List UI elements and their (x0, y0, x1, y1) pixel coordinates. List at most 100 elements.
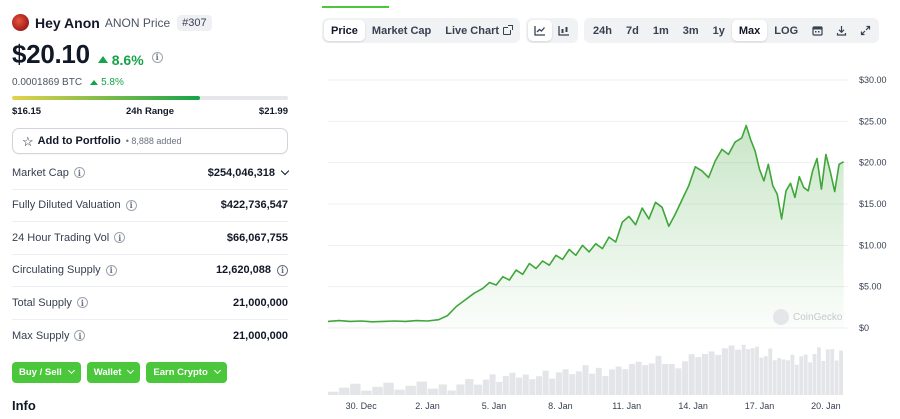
x-tick-label: 30. Dec (346, 401, 378, 411)
y-tick-label: $30.00 (859, 75, 887, 85)
chevron-down-icon (67, 366, 75, 375)
volume-bar (569, 374, 576, 395)
tab-market-cap[interactable]: Market Cap (371, 24, 432, 37)
price-area (328, 125, 844, 328)
calendar-button[interactable] (805, 20, 829, 41)
volume-bar (655, 355, 662, 395)
info-icon[interactable]: i (151, 51, 163, 63)
time-range-group: 24h 7d 1m 3m 1y Max LOG (584, 18, 880, 43)
volume-bar (839, 350, 843, 395)
volume-bar (562, 369, 569, 395)
volume-bar (790, 354, 795, 395)
range-label: 24h Range (125, 106, 175, 117)
range-7d[interactable]: 7d (625, 24, 639, 37)
volume-bar (339, 387, 350, 395)
price-chart[interactable]: $30.00 $25.00 $20.00 $15.00 $10.00 $5.00 $0 Coi… (306, 48, 900, 419)
volume-bar (509, 372, 516, 395)
chevron-down-icon[interactable] (280, 166, 290, 175)
range-1y[interactable]: 1y (712, 24, 725, 37)
star-icon: ☆ (22, 133, 34, 149)
volume-bar (416, 381, 427, 395)
info-icon[interactable]: i (125, 199, 137, 211)
volume-bar (721, 348, 728, 395)
portfolio-label: Add to Portfolio (37, 135, 121, 147)
chart-tab-group: Price Market Cap Live Chart (322, 18, 521, 43)
coin-info-panel: Hey Anon ANON Price #307 $20.10 8.6% i 0… (0, 0, 300, 419)
range-max[interactable]: Max (731, 20, 768, 41)
info-icon[interactable]: i (73, 167, 85, 179)
price-change: 8.6% (97, 52, 144, 68)
volume-bar (759, 357, 764, 395)
candlestick-chart-button[interactable] (552, 20, 576, 41)
volume-bar (609, 369, 616, 395)
range-1m[interactable]: 1m (652, 24, 669, 37)
info-icon[interactable]: i (277, 264, 288, 276)
up-arrow-icon (97, 56, 108, 63)
tab-price[interactable]: Price (324, 20, 365, 41)
stat-value: 21,000,000 (233, 330, 288, 342)
volume-bar (427, 388, 439, 395)
volume-bar (372, 386, 383, 395)
stat-row: 24 Hour Trading Vol i $66,067,755 (12, 222, 288, 255)
watermark-text: CoinGecko (793, 312, 843, 323)
volume-bar (642, 365, 649, 395)
volume-bar (803, 354, 808, 395)
volume-bar (708, 351, 715, 395)
volume-bar (728, 345, 735, 395)
download-button[interactable] (829, 20, 853, 41)
volume-bar (750, 348, 755, 395)
info-icon[interactable]: i (114, 232, 126, 244)
coin-subtitle: ANON Price (104, 15, 171, 30)
tab-live-chart[interactable]: Live Chart (438, 20, 518, 41)
stat-value: $254,046,318 (208, 166, 290, 179)
volume-bar (817, 347, 821, 395)
buy-sell-button[interactable]: Buy / Sell (12, 362, 81, 383)
info-icon[interactable]: i (74, 330, 86, 342)
x-tick-label: 5. Jan (482, 401, 507, 411)
volume-bar (662, 363, 669, 395)
x-tick-label: 17. Jan (745, 401, 775, 411)
expand-button[interactable] (853, 20, 877, 41)
stat-value: $422,736,547 (221, 199, 288, 211)
volume-bar (812, 354, 817, 395)
wallet-button[interactable]: Wallet (86, 362, 141, 383)
range-high: $21.99 (258, 106, 288, 117)
range-3m[interactable]: 3m (682, 24, 699, 37)
volume-bar (542, 370, 549, 395)
range-labels: $16.15 24h Range $21.99 (12, 106, 288, 117)
volume-bar (741, 344, 746, 395)
candlestick-icon (558, 26, 570, 36)
volume-bar (582, 365, 589, 395)
stat-row[interactable]: Market Cap i $254,046,318 (12, 157, 290, 190)
volume-bar (350, 383, 361, 395)
volume-bar (361, 390, 372, 395)
y-tick-label: $15.00 (859, 199, 887, 209)
info-icon[interactable]: i (105, 264, 117, 276)
y-tick-label: $25.00 (859, 116, 887, 126)
log-scale-button[interactable]: LOG (774, 24, 799, 37)
info-icon[interactable]: i (76, 297, 88, 309)
btc-price-row: 0.0001869 BTC 5.8% (12, 77, 124, 88)
stat-label: 24 Hour Trading Vol i (12, 232, 126, 244)
btc-price: 0.0001869 BTC (12, 77, 83, 88)
tab-live-chart-label: Live Chart (445, 24, 500, 37)
y-tick-label: $5.00 (859, 282, 882, 292)
volume-bar (808, 362, 812, 395)
stat-value: 21,000,000 (233, 297, 288, 309)
stat-label: Fully Diluted Valuation i (12, 199, 137, 211)
volume-bar (682, 361, 689, 395)
volume-bar (622, 369, 629, 395)
stat-label-text: Circulating Supply (12, 264, 101, 277)
volume-bar (821, 360, 826, 395)
volume-bar (735, 349, 742, 395)
stat-label-text: Max Supply (12, 329, 70, 342)
volume-bar (529, 379, 536, 395)
earn-crypto-button[interactable]: Earn Crypto (146, 362, 227, 383)
stat-row: Circulating Supply i 12,620,088 i (12, 255, 288, 287)
active-tab-indicator (322, 6, 389, 8)
range-24h[interactable]: 24h (593, 24, 612, 37)
chevron-down-icon (213, 366, 221, 375)
line-chart-button[interactable] (528, 20, 553, 41)
add-to-portfolio-button[interactable]: ☆ Add to Portfolio • 8,888 added (12, 128, 288, 154)
volume-bar (447, 390, 456, 395)
